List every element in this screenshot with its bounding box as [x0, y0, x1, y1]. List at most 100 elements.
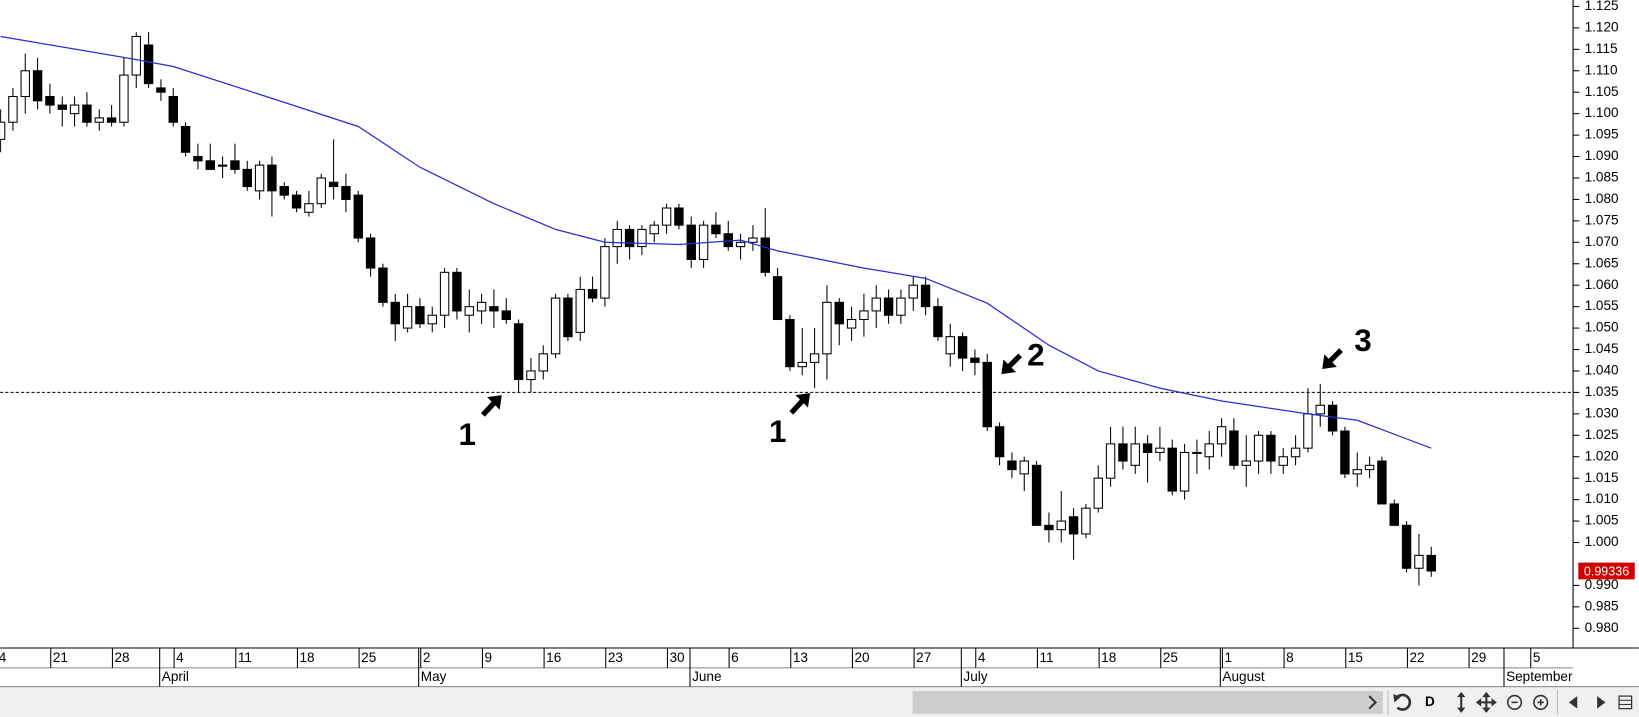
candle-body — [291, 194, 302, 209]
x-tick-label: 25 — [361, 650, 376, 665]
candle-body — [1315, 404, 1325, 415]
candle-body — [464, 306, 474, 316]
candle-body — [304, 203, 314, 213]
x-tick-label: 27 — [916, 650, 931, 665]
candle-body — [1340, 430, 1350, 475]
y-tick-label: 1.065 — [1585, 255, 1619, 270]
x-tick-label: 21 — [53, 650, 68, 665]
y-tick-label: 1.035 — [1585, 384, 1619, 399]
moving-average — [0, 35, 1432, 449]
annotation: 1 — [459, 417, 476, 452]
candle-body — [674, 207, 684, 226]
candle-body — [797, 361, 807, 368]
candle-body — [0, 121, 6, 140]
x-tick-label: 8 — [1286, 650, 1294, 665]
y-tick-label: 1.095 — [1585, 127, 1619, 142]
candle-body — [982, 361, 992, 428]
x-tick-label: 25 — [1163, 650, 1178, 665]
last-price-label: 0.99336 — [1584, 564, 1629, 578]
refresh-icon — [1395, 693, 1412, 711]
scroll-right-button[interactable] — [1368, 695, 1378, 710]
candle-body — [1142, 443, 1153, 453]
candle-body — [119, 74, 129, 123]
refresh-button[interactable] — [1393, 693, 1412, 711]
candle-body — [1019, 460, 1029, 475]
zoom-out-button[interactable] — [1506, 694, 1523, 710]
candle-body — [1327, 404, 1338, 432]
candle-body — [131, 35, 141, 76]
y-tick-label: 1.070 — [1585, 234, 1619, 249]
candle-body — [846, 318, 857, 329]
scrollbar[interactable] — [912, 690, 1383, 714]
y-tick-label: 0.990 — [1585, 577, 1619, 592]
candle-body — [390, 301, 400, 325]
icon-part — [1475, 698, 1482, 707]
annotation: 2 — [1027, 338, 1044, 373]
candle-body — [1278, 456, 1288, 466]
candle-body — [94, 117, 104, 123]
candle-body — [69, 104, 80, 115]
scroll-right-button[interactable] — [1597, 696, 1606, 709]
icon-part — [1457, 691, 1466, 698]
candle-body — [637, 228, 647, 248]
candle-body — [748, 237, 758, 243]
y-tick-label: 1.020 — [1585, 448, 1619, 463]
vertical-zoom-button[interactable] — [1457, 691, 1466, 713]
candle-body — [920, 284, 931, 308]
y-tick-label: 1.025 — [1585, 427, 1619, 442]
candle-body — [661, 207, 672, 226]
candle-body — [834, 301, 844, 325]
y-tick-label: 1.075 — [1585, 212, 1619, 227]
candle-body — [1068, 516, 1079, 535]
x-tick-label: 22 — [1410, 650, 1425, 665]
candle-body — [1364, 464, 1375, 471]
zoom-in-button[interactable] — [1533, 694, 1549, 710]
y-tick-label: 1.045 — [1585, 341, 1619, 356]
candle-body — [439, 271, 450, 316]
x-tick-label: 15 — [1348, 650, 1363, 665]
candle-body — [230, 160, 240, 170]
candle-body — [57, 104, 67, 110]
x-tick-label: 13 — [793, 650, 808, 665]
x-tick-label: 29 — [1471, 650, 1486, 665]
menu-button[interactable] — [1618, 695, 1633, 710]
y-tick-label: 1.115 — [1585, 41, 1618, 56]
toolbar: D — [0, 687, 1639, 717]
y-tick-label: 1.000 — [1585, 534, 1619, 549]
candle-body — [1266, 434, 1276, 462]
candle-body — [933, 306, 943, 338]
candle-body — [1253, 434, 1264, 462]
candle-body — [316, 177, 326, 205]
candle-body — [242, 168, 252, 188]
arrow — [789, 397, 806, 415]
candle-body — [1352, 469, 1362, 475]
icon-part — [1482, 707, 1491, 713]
candle-body — [1414, 554, 1424, 569]
candle-body — [402, 306, 413, 329]
month-label: April — [162, 669, 189, 684]
candle-body — [883, 297, 894, 316]
candle-body — [279, 186, 289, 196]
y-tick-label: 1.090 — [1585, 148, 1619, 163]
candle-body — [1007, 460, 1017, 471]
candle-body — [563, 297, 573, 338]
scroll-left-button[interactable] — [1568, 696, 1578, 709]
interval-button[interactable]: D — [1425, 694, 1435, 709]
annotation: 1 — [769, 414, 786, 449]
candle-body — [1093, 477, 1103, 509]
x-tick-label: 18 — [300, 650, 315, 665]
candle-body — [20, 70, 30, 98]
pan-button[interactable] — [1475, 691, 1497, 713]
x-tick-label: 18 — [1101, 650, 1116, 665]
y-tick-label: 1.005 — [1585, 513, 1619, 528]
candle-body — [1167, 447, 1177, 492]
candle-body — [735, 241, 746, 248]
x-tick-label: 28 — [115, 650, 130, 665]
candle-body — [686, 224, 696, 260]
candle-body — [489, 306, 499, 312]
y-tick-label: 1.030 — [1585, 405, 1619, 420]
refresh-icon-head — [1393, 694, 1401, 703]
candle-body — [180, 125, 191, 153]
candle-body — [353, 194, 363, 239]
